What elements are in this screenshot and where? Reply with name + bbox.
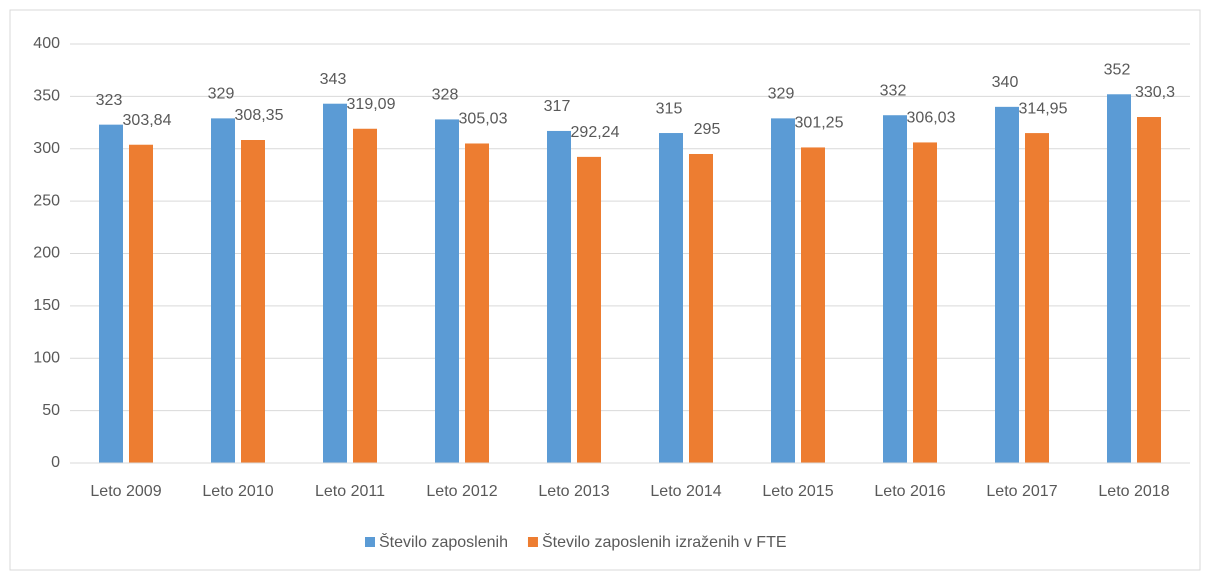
- data-label: 332: [880, 82, 907, 99]
- legend-swatch: [527, 537, 538, 547]
- data-label: 352: [1104, 61, 1131, 78]
- bar: [1137, 117, 1161, 464]
- x-tick-label: Leto 2017: [986, 483, 1057, 500]
- bar: [323, 103, 347, 464]
- data-label: 323: [96, 92, 123, 109]
- data-label: 301,25: [795, 115, 844, 132]
- x-tick-label: Leto 2009: [90, 483, 161, 500]
- y-tick-label: 250: [33, 192, 60, 209]
- y-tick-label: 150: [33, 297, 60, 314]
- data-label: 305,03: [459, 111, 508, 128]
- y-tick-label: 100: [33, 349, 60, 366]
- bar: [883, 115, 907, 463]
- data-label: 308,35: [235, 107, 284, 124]
- data-label: 319,09: [347, 96, 396, 113]
- y-tick-label: 0: [51, 454, 60, 471]
- bar: [547, 130, 571, 463]
- x-tick-label: Leto 2018: [1098, 483, 1169, 500]
- data-label: 317: [544, 98, 571, 115]
- x-tick-label: Leto 2016: [874, 483, 945, 500]
- bar: [435, 119, 459, 464]
- y-tick-label: 50: [42, 402, 60, 419]
- bar: [771, 118, 795, 463]
- bar: [995, 106, 1019, 463]
- bar: [465, 143, 489, 463]
- bar: [99, 124, 123, 463]
- data-label: 329: [768, 86, 795, 103]
- bar: [659, 133, 683, 463]
- bar: [801, 147, 825, 464]
- x-tick-label: Leto 2012: [426, 483, 497, 500]
- bar: [577, 156, 601, 463]
- x-tick-label: Leto 2011: [315, 483, 385, 500]
- data-label: 328: [432, 87, 459, 104]
- bar: [241, 140, 265, 464]
- legend-label: Število zaposlenih: [379, 532, 508, 551]
- y-tick-label: 300: [33, 140, 60, 157]
- data-label: 292,24: [571, 124, 620, 141]
- data-label: 343: [320, 71, 347, 88]
- bar: [689, 153, 713, 464]
- bar: [211, 118, 235, 463]
- data-label: 306,03: [907, 110, 956, 127]
- x-tick-label: Leto 2015: [762, 483, 833, 500]
- data-label: 330,3: [1135, 84, 1175, 101]
- y-tick-label: 400: [33, 35, 60, 52]
- data-label: 314,95: [1019, 100, 1068, 117]
- bar: [129, 144, 153, 463]
- y-tick-label: 350: [33, 88, 60, 105]
- x-tick-label: Leto 2010: [202, 483, 273, 500]
- bar: [913, 142, 937, 463]
- data-label: 329: [208, 86, 235, 103]
- bar: [1107, 94, 1131, 463]
- bar: [353, 128, 377, 463]
- data-label: 303,84: [123, 112, 172, 129]
- x-tick-label: Leto 2014: [650, 483, 721, 500]
- legend-swatch: [365, 537, 375, 547]
- legend-label: Število zaposlenih izraženih v FTE: [542, 532, 787, 551]
- y-tick-label: 200: [33, 245, 60, 262]
- x-tick-label: Leto 2013: [538, 483, 609, 500]
- bar: [1025, 133, 1049, 463]
- data-label: 315: [656, 100, 683, 117]
- data-label: 340: [992, 74, 1019, 91]
- data-label: 295: [694, 121, 721, 138]
